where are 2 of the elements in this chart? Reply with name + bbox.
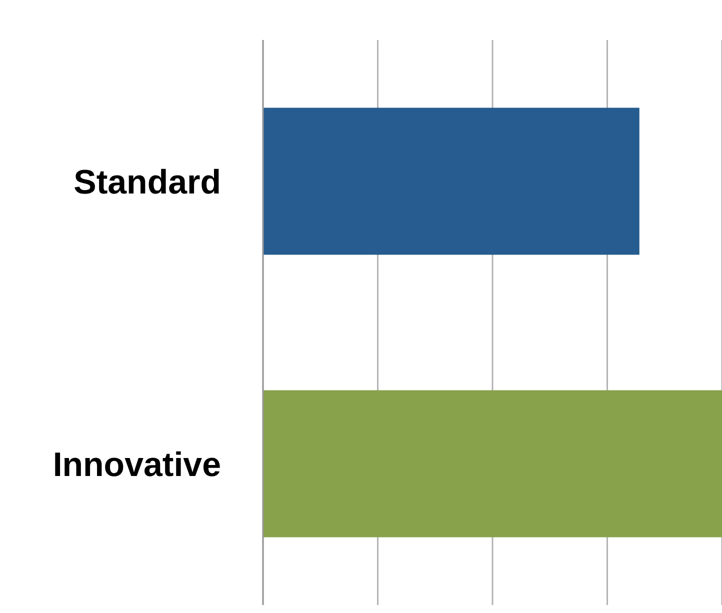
y-tick-label: Innovative xyxy=(52,446,221,484)
y-tick-label: Standard xyxy=(74,163,221,202)
